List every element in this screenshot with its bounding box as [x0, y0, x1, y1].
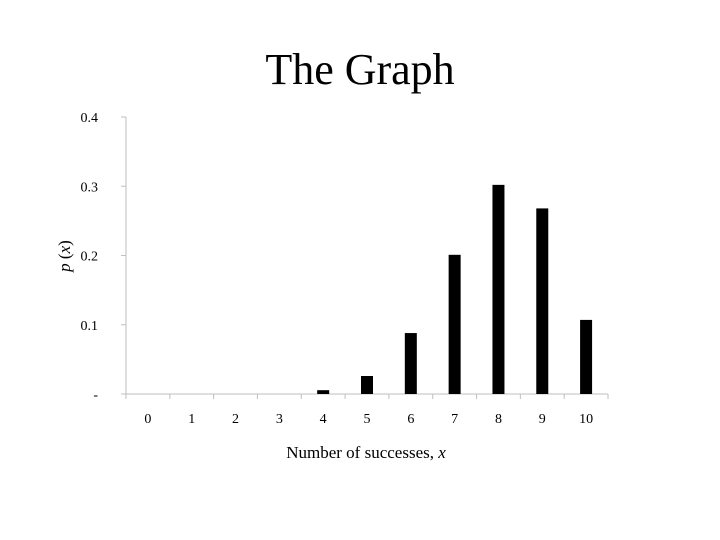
bar — [580, 319, 593, 394]
y-tick-label: 0.4 — [81, 111, 99, 126]
x-tick-label: 2 — [232, 412, 239, 427]
bar — [361, 375, 373, 394]
y-axis-label: p (x) — [55, 240, 74, 273]
y-tick-label: 0.2 — [81, 250, 99, 265]
x-axis-label-text: Number of successes, — [286, 443, 438, 462]
bar — [404, 333, 417, 394]
x-tick-label: 7 — [451, 412, 458, 427]
y-axis-label-var: x — [55, 245, 74, 254]
x-tick-label: 6 — [407, 412, 414, 427]
x-tick-label: 3 — [276, 412, 283, 427]
x-axis-label-var: x — [437, 443, 446, 462]
bar — [317, 390, 330, 394]
bar — [492, 184, 505, 394]
x-tick-label: 1 — [188, 412, 195, 427]
x-tick-label: 8 — [495, 412, 502, 427]
x-tick-label: 5 — [364, 412, 371, 427]
y-tick-labels: - 0.1 0.2 0.3 0.4 — [81, 111, 99, 403]
x-axis-label: Number of successes, x — [286, 443, 446, 462]
slide-title: The Graph — [265, 45, 455, 94]
x-tick-label: 10 — [579, 412, 593, 427]
y-axis-label-p: p — [55, 263, 74, 273]
chart-axes — [121, 116, 609, 399]
y-axis-label-open: ( — [55, 253, 74, 263]
x-tick-labels: 0 1 2 3 4 5 6 7 8 9 10 — [144, 412, 593, 427]
x-tick-label: 4 — [320, 412, 327, 427]
y-tick-label: 0.3 — [81, 180, 99, 195]
x-tick-label: 0 — [144, 412, 151, 427]
x-tick-label: 9 — [539, 412, 546, 427]
y-axis-label-close: ) — [55, 240, 74, 246]
bar — [536, 208, 549, 394]
bar — [448, 254, 461, 394]
y-tick-label: 0.1 — [81, 319, 99, 334]
y-tick-label: - — [93, 388, 98, 403]
chart-bars — [317, 184, 593, 394]
